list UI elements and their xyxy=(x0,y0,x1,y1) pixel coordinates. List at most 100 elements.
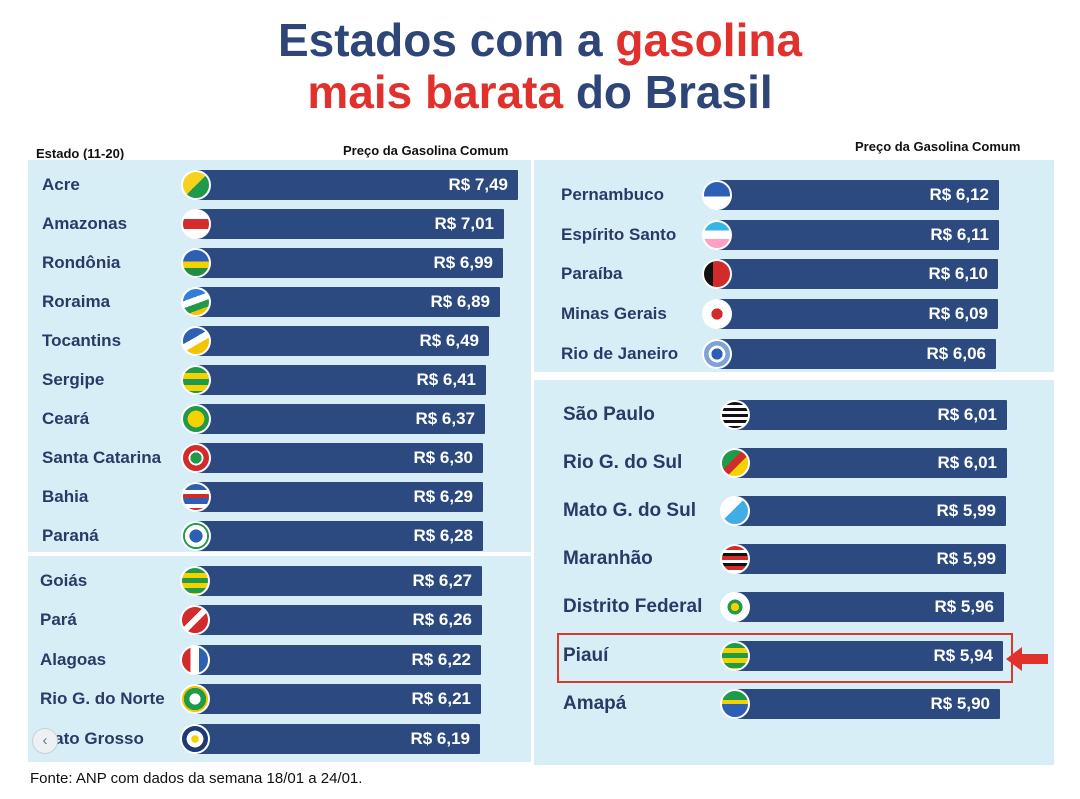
price-label: R$ 6,19 xyxy=(410,729,470,748)
bahia-flag-icon xyxy=(181,482,211,512)
price-label: R$ 6,11 xyxy=(930,225,989,244)
rondonia-flag-icon xyxy=(181,248,211,278)
price-bar: R$ 6,99 xyxy=(196,248,503,278)
price-bar: R$ 6,01 xyxy=(736,448,1007,478)
price-label: R$ 6,99 xyxy=(433,253,493,272)
sergipe-flag-icon xyxy=(181,365,211,395)
price-label: R$ 6,26 xyxy=(412,610,472,629)
amapa-flag-icon xyxy=(720,689,750,719)
distrito-federal-flag-icon xyxy=(720,592,750,622)
rio-grande-do-norte-flag-icon xyxy=(180,684,210,714)
state-label: Rio G. do Sul xyxy=(563,452,683,473)
bar-row: R$ 5,99 Maranhão xyxy=(0,544,1080,574)
state-label: Santa Catarina xyxy=(42,448,162,467)
state-label: São Paulo xyxy=(563,404,655,425)
price-bar: R$ 6,01 xyxy=(736,400,1007,430)
left-price-header: Preço da Gasolina Comum xyxy=(343,143,509,158)
price-bar: R$ 6,37 xyxy=(196,404,485,434)
state-label: Mato Grosso xyxy=(40,729,144,748)
price-label: R$ 6,49 xyxy=(419,331,479,350)
parana-flag-icon xyxy=(181,521,211,551)
rio-de-janeiro-flag-icon xyxy=(702,339,732,369)
bar-row: R$ 5,94 Piauí xyxy=(0,641,1080,671)
maranhao-flag-icon xyxy=(720,544,750,574)
piaui-flag-icon xyxy=(720,641,750,671)
price-bar: R$ 6,19 xyxy=(196,724,480,754)
bar-row: R$ 6,19 Mato Grosso xyxy=(0,724,1080,754)
price-label: R$ 6,22 xyxy=(411,650,471,669)
state-label: Acre xyxy=(42,175,80,194)
state-label: Bahia xyxy=(42,487,89,506)
bar-row: R$ 6,27 Goiás xyxy=(0,566,1080,596)
price-bar: R$ 6,49 xyxy=(196,326,489,356)
price-bar: R$ 6,28 xyxy=(196,521,483,551)
bar-row: R$ 6,37 Ceará xyxy=(0,404,1080,434)
price-bar: R$ 6,21 xyxy=(196,684,481,714)
state-label: Rondônia xyxy=(42,253,121,272)
state-label: Amapá xyxy=(563,693,627,714)
bar-row: R$ 6,49 Tocantins xyxy=(0,326,1080,356)
state-label: Pará xyxy=(40,610,77,629)
bar-row: R$ 6,41 Sergipe xyxy=(0,365,1080,395)
arrow-icon xyxy=(1006,647,1048,671)
title-part-2: gasolina xyxy=(615,14,803,66)
bar-row: R$ 6,11 Espírito Santo xyxy=(0,220,1080,250)
state-label: Espírito Santo xyxy=(561,225,677,244)
price-bar: R$ 6,11 xyxy=(718,220,999,250)
bar-row: R$ 7,49 Acre xyxy=(0,170,1080,200)
bar-row: R$ 5,99 Mato G. do Sul xyxy=(0,496,1080,526)
alagoas-flag-icon xyxy=(180,645,210,675)
price-bar: R$ 5,94 xyxy=(736,641,1003,671)
bar-row: R$ 6,30 Santa Catarina xyxy=(0,443,1080,473)
mato-grosso-do-sul-flag-icon xyxy=(720,496,750,526)
state-label: Goiás xyxy=(40,571,88,590)
price-label: R$ 6,09 xyxy=(928,304,988,323)
price-label: R$ 7,01 xyxy=(434,214,494,233)
state-label: Distrito Federal xyxy=(563,596,703,617)
price-bar: R$ 7,01 xyxy=(196,209,504,239)
bar-row: R$ 6,26 Pará xyxy=(0,605,1080,635)
state-label: Pernambuco xyxy=(561,185,664,204)
price-bar: R$ 6,12 xyxy=(718,180,999,210)
state-label: Paraíba xyxy=(561,264,623,283)
para-flag-icon xyxy=(180,605,210,635)
title-part-4: do Brasil xyxy=(563,66,773,118)
state-label: Rio de Janeiro xyxy=(561,344,679,363)
price-bar: R$ 6,10 xyxy=(718,259,998,289)
chart-title: Estados com a gasolina mais barata do Br… xyxy=(0,14,1080,118)
price-bar: R$ 6,22 xyxy=(196,645,481,675)
bar-row: R$ 6,10 Paraíba xyxy=(0,259,1080,289)
state-label: Amazonas xyxy=(42,214,128,233)
highlight-box xyxy=(557,633,1013,683)
price-bar: R$ 6,29 xyxy=(196,482,483,512)
title-line-2: mais barata do Brasil xyxy=(0,66,1080,118)
acre-flag-icon xyxy=(181,170,211,200)
state-label: Rio G. do Norte xyxy=(40,689,165,708)
bar-row: R$ 6,09 Minas Gerais xyxy=(0,299,1080,329)
state-label: Roraima xyxy=(42,292,111,311)
amazonas-flag-icon xyxy=(181,209,211,239)
price-bar: R$ 6,06 xyxy=(718,339,996,369)
state-label: Mato G. do Sul xyxy=(563,500,696,521)
price-label: R$ 6,21 xyxy=(411,689,471,708)
bar-row: R$ 6,89 Roraima xyxy=(0,287,1080,317)
bar-row: R$ 6,29 Bahia xyxy=(0,482,1080,512)
back-icon[interactable]: ‹ xyxy=(32,728,58,754)
title-line-1: Estados com a gasolina xyxy=(0,14,1080,66)
state-label: Paraná xyxy=(42,526,99,545)
state-label: Maranhão xyxy=(563,548,653,569)
price-label: R$ 6,41 xyxy=(416,370,476,389)
price-label: R$ 6,89 xyxy=(430,292,490,311)
price-label: R$ 6,28 xyxy=(413,526,473,545)
espirito-santo-flag-icon xyxy=(702,220,732,250)
tocantins-flag-icon xyxy=(181,326,211,356)
price-bar: R$ 5,99 xyxy=(736,496,1006,526)
bar-row: R$ 6,21 Rio G. do Norte xyxy=(0,684,1080,714)
bar-row: R$ 7,01 Amazonas xyxy=(0,209,1080,239)
paraiba-flag-icon xyxy=(702,259,732,289)
right-price-header: Preço da Gasolina Comum xyxy=(855,139,1021,154)
price-label: R$ 5,94 xyxy=(933,646,993,665)
ceara-flag-icon xyxy=(181,404,211,434)
santa-catarina-flag-icon xyxy=(181,443,211,473)
bar-row: R$ 6,22 Alagoas xyxy=(0,645,1080,675)
